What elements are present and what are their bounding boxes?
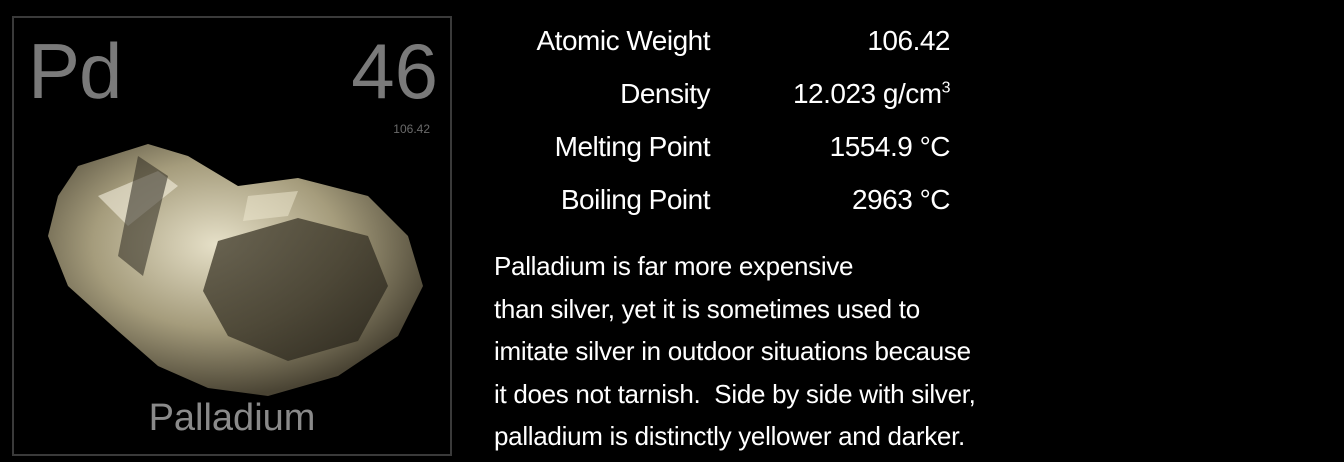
property-label: Density: [620, 77, 710, 109]
element-description: Palladium is far more expensive than sil…: [494, 245, 1254, 458]
description-line: than silver, yet it is sometimes used to: [494, 293, 920, 324]
property-value: 2963 °C: [852, 183, 950, 215]
property-row-boiling-point: Boiling Point 2963 °C: [470, 173, 990, 226]
property-row-melting-point: Melting Point 1554.9 °C: [470, 120, 990, 173]
atomic-number: 46: [351, 27, 438, 115]
tile-atomic-weight: 106.42: [393, 122, 430, 136]
property-value: 1554.9 °C: [829, 130, 951, 162]
element-name: Palladium: [148, 397, 316, 439]
property-label: Boiling Point: [560, 183, 711, 215]
property-value: 12.023 g/cm3: [792, 77, 951, 109]
property-row-density: Density 12.023 g/cm3: [470, 67, 990, 120]
description-line: Palladium is far more expensive: [494, 251, 854, 281]
description-line: it does not tarnish. Side by side with s…: [494, 378, 976, 409]
property-value: 106.42: [867, 24, 950, 56]
description-line: imitate silver in outdoor situations bec…: [494, 336, 971, 366]
description-line: palladium is distinctly yellower and dar…: [494, 421, 965, 451]
element-tile: Pd 46 106.42 Palladium: [12, 16, 452, 456]
properties-table: Atomic Weight 106.42 Density 12.023 g/cm…: [470, 14, 990, 226]
palladium-specimen-image: [48, 144, 423, 396]
property-label: Atomic Weight: [536, 24, 711, 56]
property-row-atomic-weight: Atomic Weight 106.42: [470, 14, 990, 67]
element-symbol: Pd: [28, 27, 122, 115]
property-label: Melting Point: [554, 130, 711, 162]
